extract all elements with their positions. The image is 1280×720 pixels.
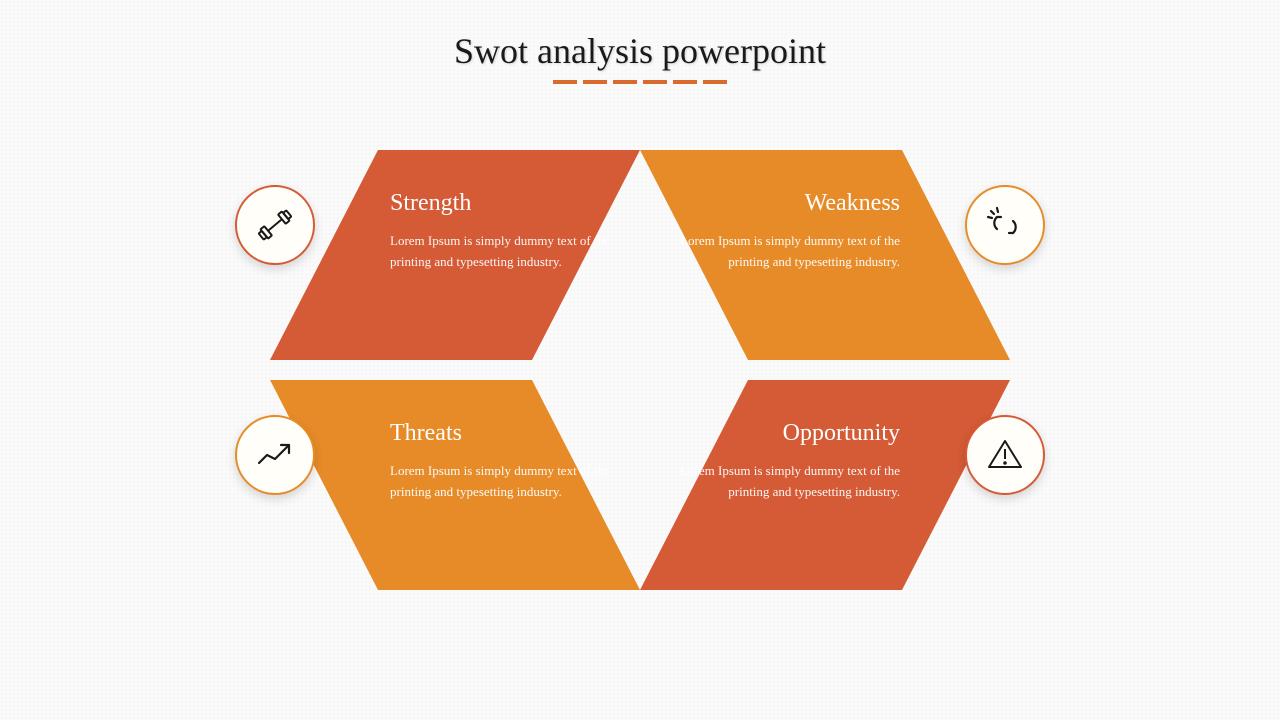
opportunity-icon-circle (965, 415, 1045, 495)
dumbbell-icon (255, 205, 295, 245)
weakness-desc: Lorem Ipsum is simply dummy text of the … (670, 231, 900, 273)
strength-icon-circle (235, 185, 315, 265)
quadrant-threats: Threats Lorem Ipsum is simply dummy text… (270, 380, 640, 590)
underline-dash (613, 80, 637, 84)
broken-link-icon (983, 203, 1027, 247)
underline-dash (583, 80, 607, 84)
opportunity-label: Opportunity (670, 420, 900, 447)
threats-icon-circle (235, 415, 315, 495)
weakness-icon-circle (965, 185, 1045, 265)
underline-dash (553, 80, 577, 84)
warning-triangle-icon (983, 433, 1027, 477)
trend-arrow-icon (253, 433, 297, 477)
underline-dash (643, 80, 667, 84)
threats-label: Threats (390, 420, 620, 447)
quadrant-opportunity: Opportunity Lorem Ipsum is simply dummy … (640, 380, 1010, 590)
slide-title: Swot analysis powerpoint (454, 30, 826, 72)
weakness-label: Weakness (670, 190, 900, 217)
threats-desc: Lorem Ipsum is simply dummy text of the … (390, 461, 620, 503)
swot-grid: Strength Lorem Ipsum is simply dummy tex… (270, 150, 1010, 600)
title-underline (553, 80, 727, 84)
quadrant-weakness: Weakness Lorem Ipsum is simply dummy tex… (640, 150, 1010, 360)
underline-dash (703, 80, 727, 84)
strength-desc: Lorem Ipsum is simply dummy text of the … (390, 231, 620, 273)
strength-label: Strength (390, 190, 620, 217)
underline-dash (673, 80, 697, 84)
opportunity-desc: Lorem Ipsum is simply dummy text of the … (670, 461, 900, 503)
quadrant-strength: Strength Lorem Ipsum is simply dummy tex… (270, 150, 640, 360)
